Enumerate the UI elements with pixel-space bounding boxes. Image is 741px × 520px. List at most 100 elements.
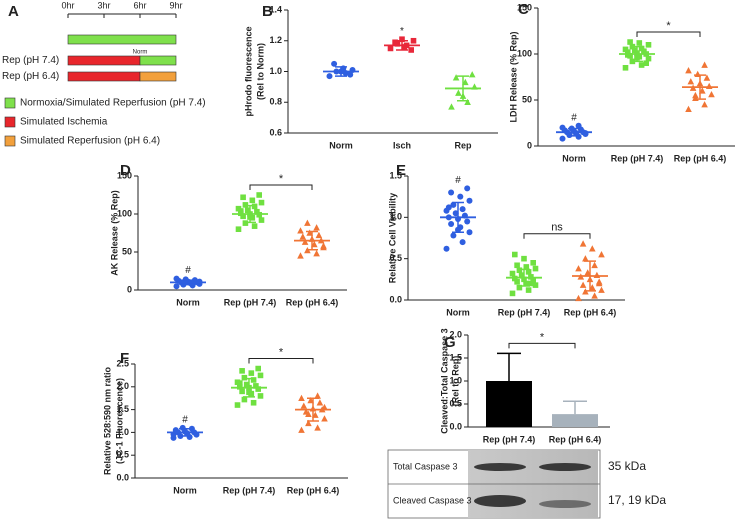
point	[408, 47, 414, 53]
point	[448, 220, 455, 227]
y-axis-label: Relative Cell Viability	[387, 193, 397, 283]
point	[532, 265, 539, 272]
y-axis-label: Cleaved:Total Caspase 3	[439, 328, 449, 433]
point	[627, 39, 633, 45]
y-tick-label: 1.0	[269, 66, 282, 76]
x-tick-label: Norm	[446, 307, 470, 317]
point	[593, 271, 601, 278]
annotation: #	[185, 265, 191, 276]
point	[528, 280, 534, 287]
x-tick-label: Rep (pH 6.4)	[549, 434, 602, 444]
point	[575, 294, 582, 302]
point	[579, 281, 587, 288]
y-tick-label: 0.8	[269, 97, 282, 107]
panel-label: A	[8, 3, 19, 20]
y-tick-label: 2.0	[116, 381, 129, 391]
x-tick-label: Norm	[562, 153, 586, 163]
y-tick-label: 50	[122, 246, 132, 256]
y-tick-label: 1.2	[269, 35, 282, 45]
error-bar	[306, 230, 318, 251]
point	[509, 270, 516, 277]
point	[459, 206, 466, 213]
point	[241, 396, 248, 403]
point	[530, 260, 536, 266]
point	[636, 40, 643, 46]
x-tick-label: Rep (pH 7.4)	[483, 434, 536, 444]
y-tick-label: 2.5	[116, 358, 129, 368]
segment-label: Norm	[133, 50, 148, 56]
y-tick-label: 150	[517, 2, 532, 12]
legend-swatch	[4, 97, 16, 109]
point	[315, 231, 323, 239]
segment	[67, 71, 141, 82]
point	[466, 229, 473, 236]
point	[326, 73, 333, 80]
point	[582, 130, 589, 137]
point	[188, 425, 195, 432]
segment	[139, 71, 177, 82]
point	[314, 392, 321, 399]
annotation: #	[571, 112, 577, 123]
point	[598, 251, 605, 258]
x-tick-label: Norm	[176, 297, 200, 307]
y-axis-label: Relative 528:590 nm ratio	[102, 366, 112, 475]
point	[638, 62, 645, 68]
point	[450, 201, 457, 208]
point	[248, 370, 255, 376]
error-bar	[457, 75, 469, 102]
point	[518, 272, 525, 278]
point	[622, 65, 629, 71]
error-bar	[243, 377, 255, 398]
point	[452, 210, 459, 217]
point	[559, 135, 566, 142]
y-tick-label: 1.0	[389, 212, 402, 222]
point	[297, 252, 304, 259]
x-tick-label: Rep (pH 6.4)	[674, 153, 727, 163]
x-tick-label: Rep (pH 7.4)	[611, 153, 664, 163]
point	[705, 82, 713, 89]
point	[591, 261, 598, 269]
point	[173, 283, 180, 290]
point	[598, 286, 605, 293]
point	[410, 37, 417, 44]
y-tick-label: 0	[527, 140, 532, 150]
point	[643, 60, 649, 66]
y-tick-label: 1.5	[116, 404, 129, 414]
point	[299, 233, 307, 240]
y-tick-label: 1.5	[449, 352, 462, 362]
panel-label: B	[262, 3, 273, 20]
bracket-label: *	[540, 331, 545, 343]
x-tick-label: Rep (pH 7.4)	[498, 307, 551, 317]
annotation: *	[400, 26, 404, 37]
bracket	[508, 342, 576, 349]
y-axis-label: LDH Release (% Rep)	[508, 31, 518, 122]
point	[464, 185, 471, 192]
point	[253, 383, 259, 389]
point	[523, 280, 530, 287]
point	[238, 208, 244, 214]
blot-size: 35 kDa	[608, 459, 646, 473]
x-tick-label: Rep (pH 7.4)	[223, 485, 276, 495]
point	[234, 402, 241, 408]
point	[464, 98, 471, 106]
point	[625, 52, 631, 58]
point	[320, 242, 327, 249]
point	[455, 89, 462, 96]
point	[685, 67, 692, 74]
x-tick-label: Norm	[173, 485, 197, 495]
annotation: #	[182, 414, 188, 425]
point	[401, 44, 408, 50]
bracket-label: *	[279, 173, 284, 185]
point	[387, 45, 394, 52]
bracket	[248, 358, 314, 364]
row-label: Rep (pH 6.4)	[2, 71, 59, 82]
point	[301, 238, 309, 245]
point	[530, 277, 536, 283]
legend-swatch	[4, 135, 16, 147]
point	[239, 368, 245, 374]
y-tick-label: 150	[117, 170, 132, 180]
point	[575, 122, 582, 129]
point	[244, 207, 251, 213]
x-tick-label: 3hr	[97, 0, 110, 10]
point	[257, 393, 264, 399]
